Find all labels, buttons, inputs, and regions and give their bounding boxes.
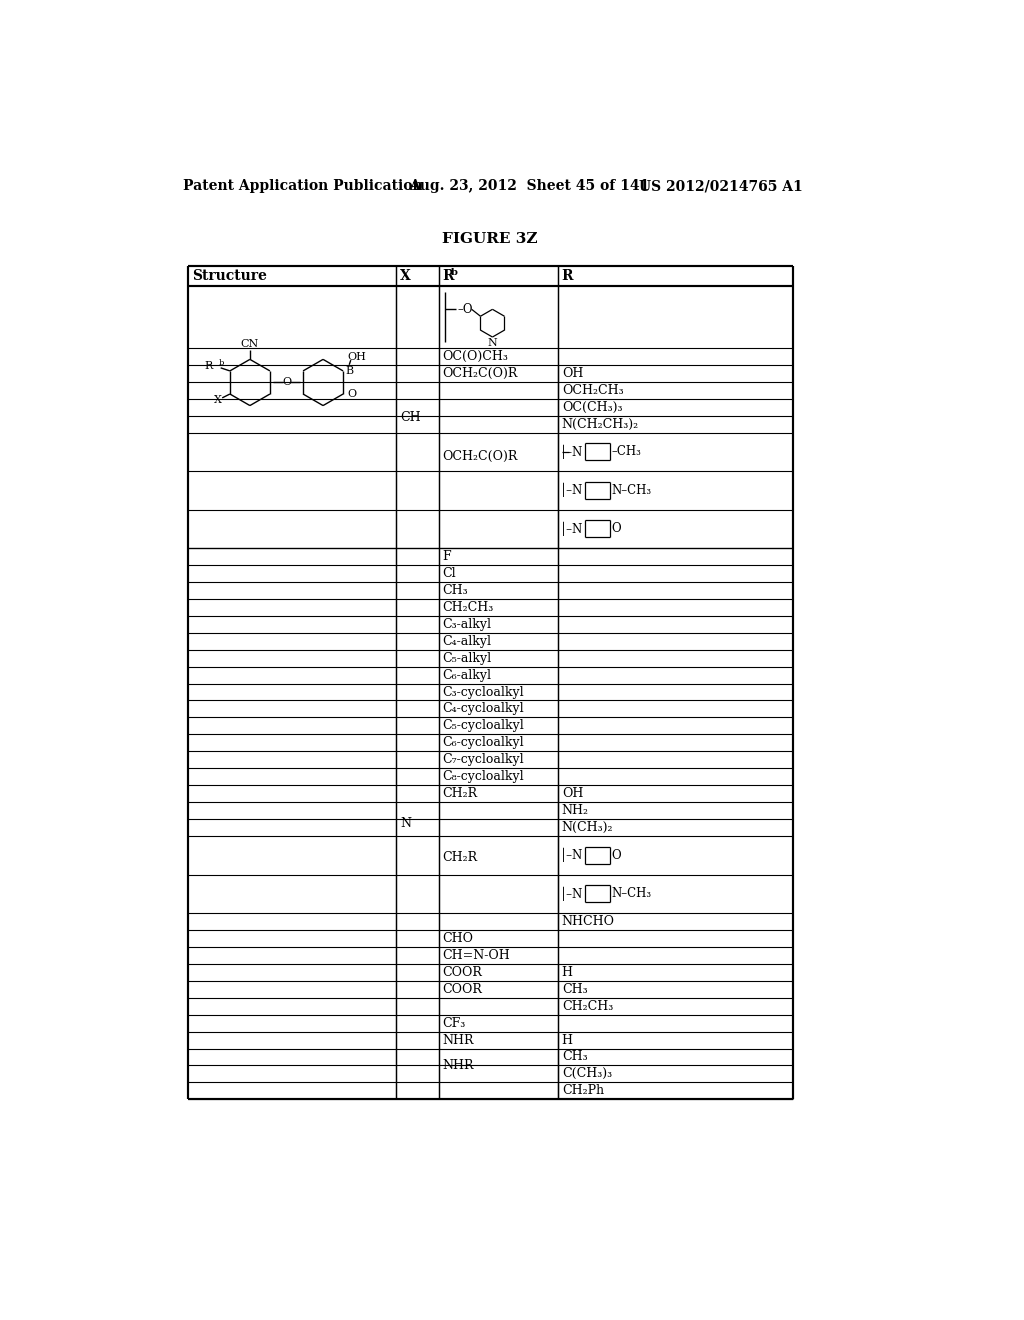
Text: OCH₂CH₃: OCH₂CH₃ — [562, 384, 624, 397]
Text: O: O — [611, 523, 622, 536]
Text: OH: OH — [562, 367, 583, 380]
Text: F: F — [442, 550, 451, 564]
Text: O: O — [282, 378, 291, 388]
Text: OCH₂C(O)R: OCH₂C(O)R — [442, 450, 518, 463]
Text: │–N: │–N — [560, 445, 584, 459]
Text: N–CH₃: N–CH₃ — [611, 887, 652, 900]
Text: C₄-alkyl: C₄-alkyl — [442, 635, 492, 648]
Text: NH₂: NH₂ — [562, 804, 589, 817]
Text: COOR: COOR — [442, 982, 482, 995]
Text: C₄-cycloalkyl: C₄-cycloalkyl — [442, 702, 524, 715]
Text: NHR: NHR — [442, 1034, 474, 1047]
Text: CH₂CH₃: CH₂CH₃ — [562, 999, 613, 1012]
Text: │–N: │–N — [560, 887, 584, 900]
Text: CN: CN — [241, 339, 259, 348]
Text: Structure: Structure — [193, 269, 267, 284]
Text: R: R — [205, 362, 213, 371]
Text: NHR: NHR — [442, 1059, 474, 1072]
Text: CHO: CHO — [442, 932, 473, 945]
Text: CH₂CH₃: CH₂CH₃ — [442, 601, 494, 614]
Text: OC(CH₃)₃: OC(CH₃)₃ — [562, 400, 623, 413]
Text: b: b — [219, 359, 224, 367]
Text: C₆-alkyl: C₆-alkyl — [442, 668, 492, 681]
Text: R: R — [562, 269, 573, 284]
Text: H: H — [562, 1034, 572, 1047]
Text: Cl: Cl — [442, 566, 456, 579]
Text: OH: OH — [562, 787, 583, 800]
Text: N(CH₃)₂: N(CH₃)₂ — [562, 821, 613, 834]
Text: C₇-cycloalkyl: C₇-cycloalkyl — [442, 754, 524, 767]
Text: CH₂R: CH₂R — [442, 787, 477, 800]
Text: CH₃: CH₃ — [562, 982, 588, 995]
Text: N: N — [487, 338, 498, 348]
Text: │–N: │–N — [560, 849, 584, 862]
Text: CH=N-OH: CH=N-OH — [442, 949, 510, 962]
Text: Aug. 23, 2012  Sheet 45 of 141: Aug. 23, 2012 Sheet 45 of 141 — [410, 180, 649, 193]
Text: │–N: │–N — [560, 483, 584, 498]
Text: OC(O)CH₃: OC(O)CH₃ — [442, 350, 508, 363]
Text: CH₂Ph: CH₂Ph — [562, 1084, 604, 1097]
Text: C₃-alkyl: C₃-alkyl — [442, 618, 492, 631]
Text: CF₃: CF₃ — [442, 1016, 466, 1030]
Text: b: b — [451, 268, 458, 277]
Text: CH₃: CH₃ — [442, 583, 468, 597]
Text: US 2012/0214765 A1: US 2012/0214765 A1 — [639, 180, 803, 193]
Text: C₅-cycloalkyl: C₅-cycloalkyl — [442, 719, 524, 733]
Text: X: X — [400, 269, 411, 284]
Text: │–N: │–N — [560, 521, 584, 536]
Text: N(CH₂CH₃)₂: N(CH₂CH₃)₂ — [562, 417, 639, 430]
Text: Patent Application Publication: Patent Application Publication — [183, 180, 423, 193]
Text: N–CH₃: N–CH₃ — [611, 483, 652, 496]
Text: C(CH₃)₃: C(CH₃)₃ — [562, 1068, 612, 1081]
Text: CH₂R: CH₂R — [442, 851, 477, 865]
Text: FIGURE 3Z: FIGURE 3Z — [442, 232, 538, 247]
Text: NHCHO: NHCHO — [562, 915, 614, 928]
Text: H: H — [562, 966, 572, 979]
Text: X: X — [214, 395, 222, 405]
Text: CH₃: CH₃ — [562, 1051, 588, 1064]
Text: B: B — [345, 366, 353, 376]
Text: C₆-cycloalkyl: C₆-cycloalkyl — [442, 737, 524, 750]
Text: –CH₃: –CH₃ — [611, 445, 642, 458]
Text: O: O — [611, 849, 622, 862]
Text: C₅-alkyl: C₅-alkyl — [442, 652, 492, 665]
Text: CH: CH — [400, 411, 421, 424]
Text: C₃-cycloalkyl: C₃-cycloalkyl — [442, 685, 524, 698]
Text: OCH₂C(O)R: OCH₂C(O)R — [442, 367, 518, 380]
Text: O: O — [347, 389, 356, 399]
Text: OH: OH — [347, 352, 366, 362]
Text: COOR: COOR — [442, 966, 482, 979]
Text: N: N — [400, 817, 411, 830]
Text: R: R — [442, 269, 454, 284]
Text: –O: –O — [457, 302, 472, 315]
Text: C₈-cycloalkyl: C₈-cycloalkyl — [442, 770, 524, 783]
